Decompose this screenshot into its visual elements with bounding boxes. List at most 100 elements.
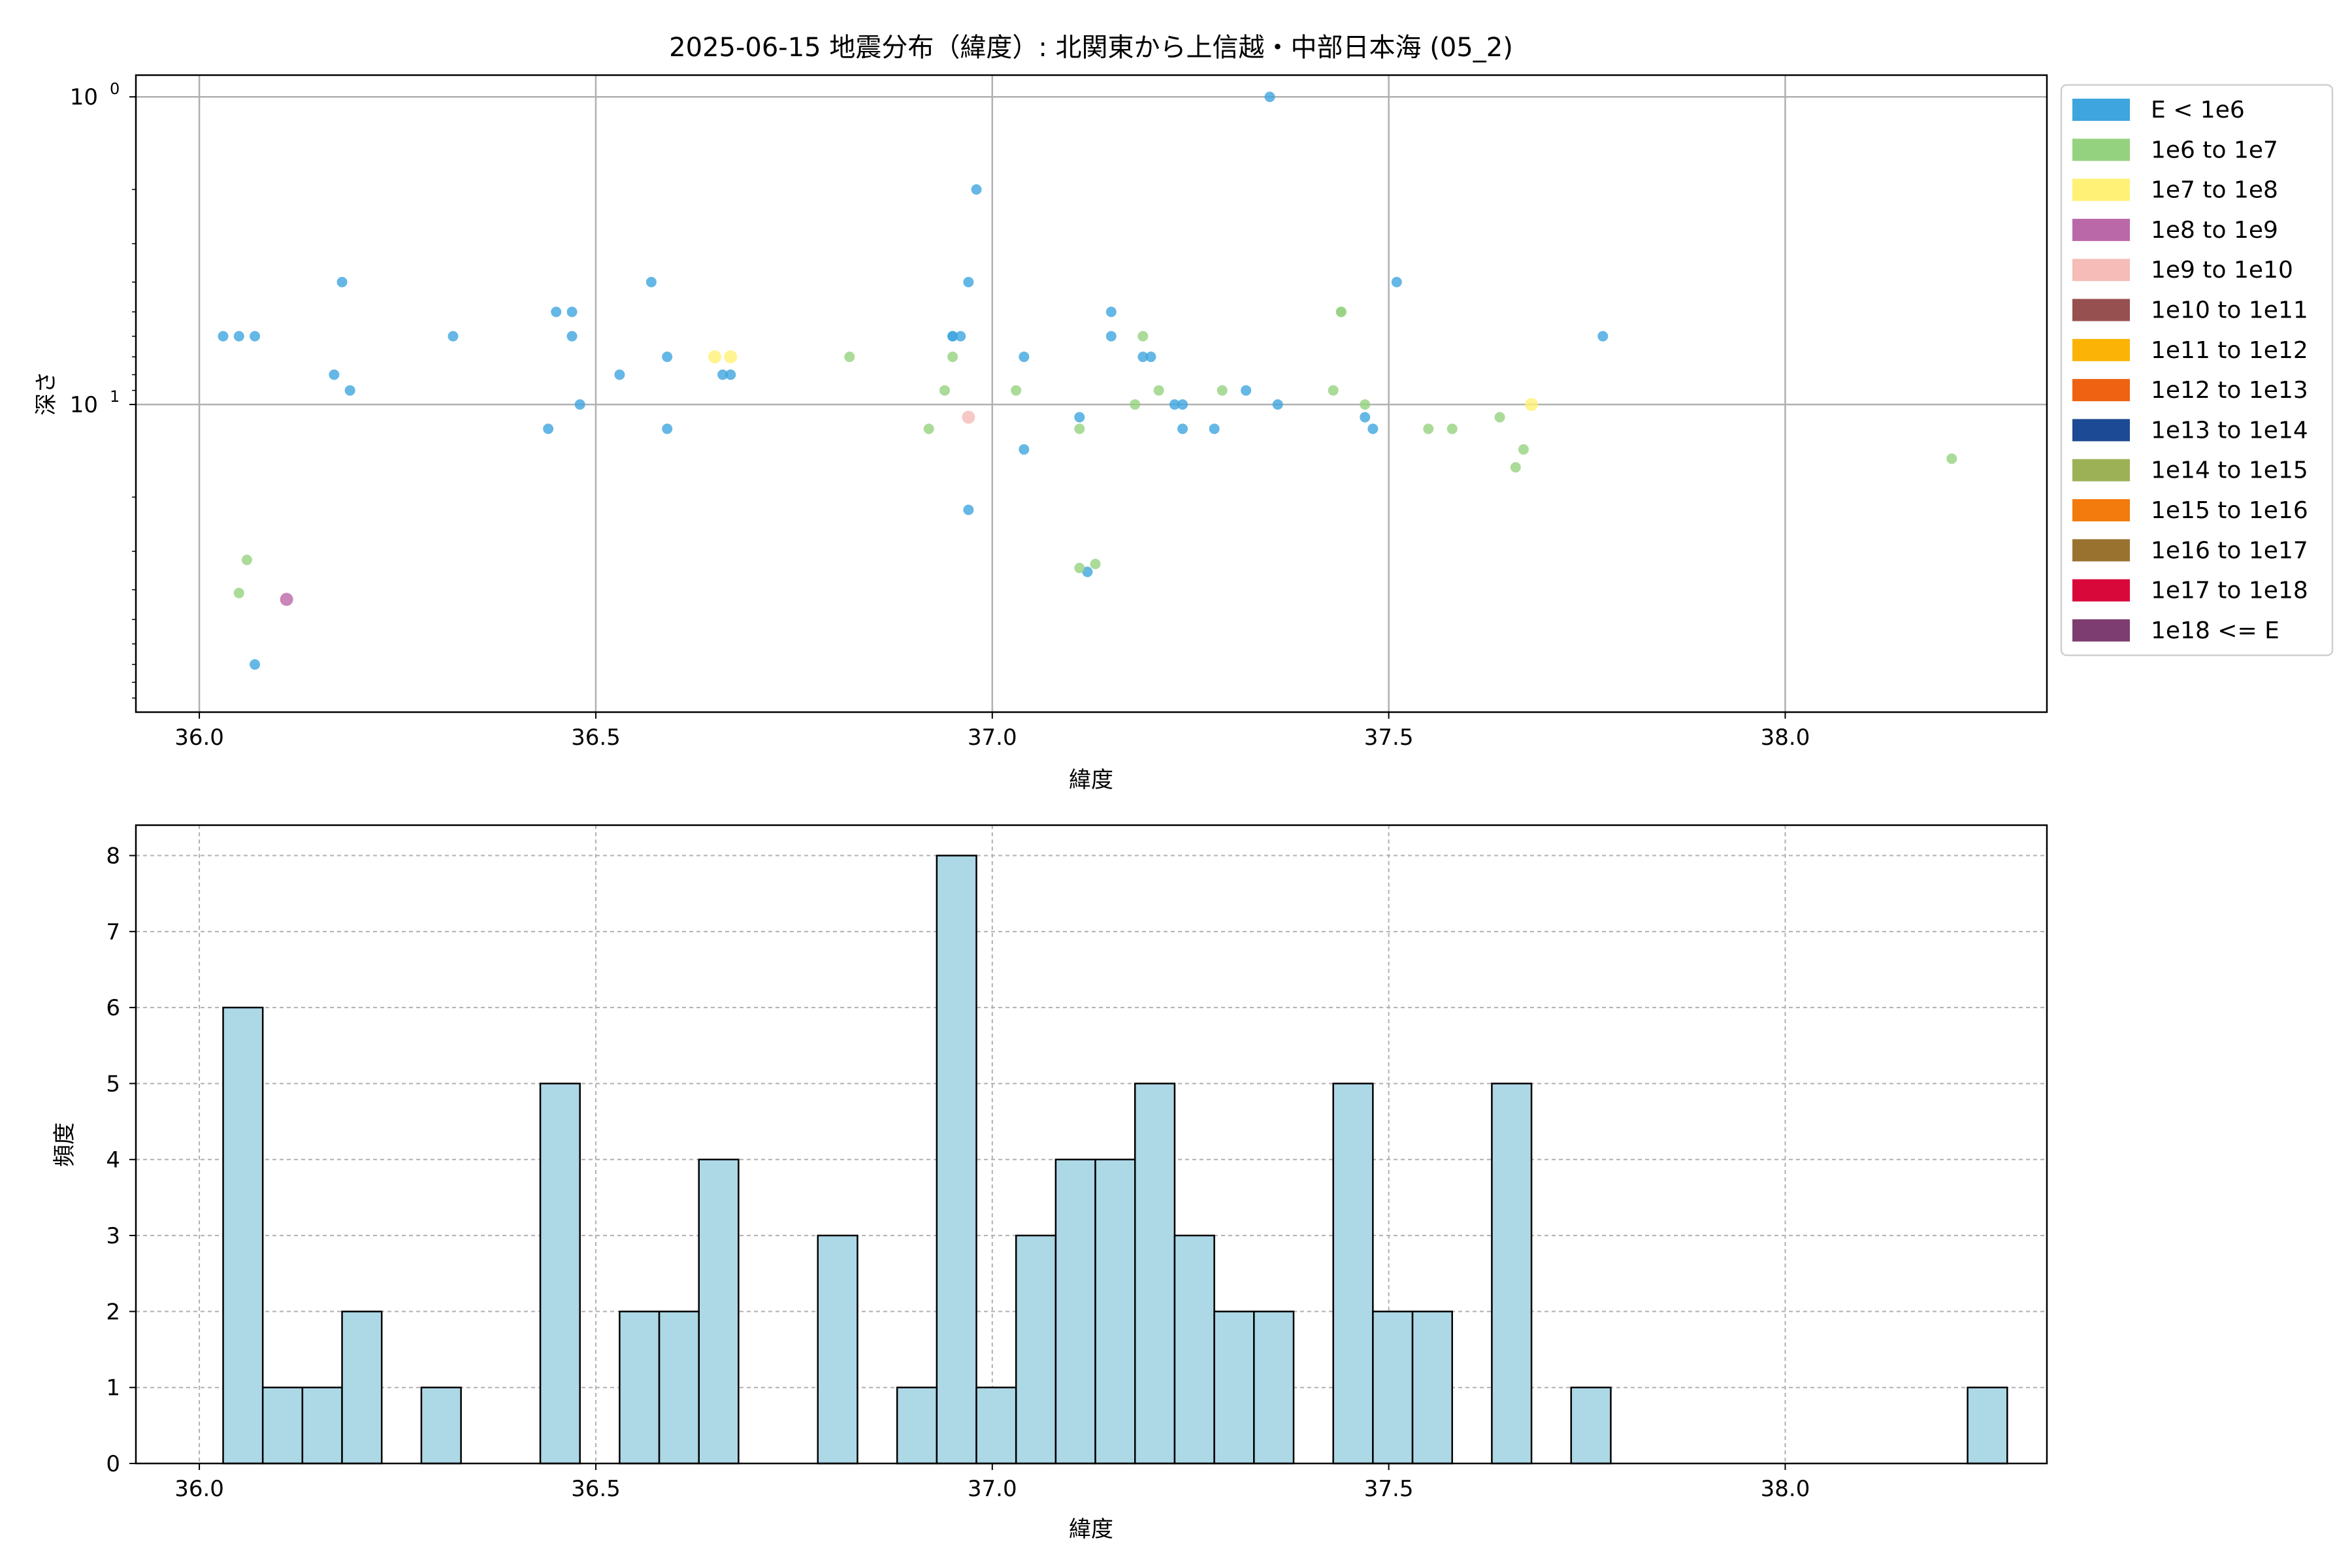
- legend-swatch: [2072, 99, 2130, 121]
- scatter-x-ticks: 36.0 36.5 37.0 37.5 38.0: [174, 712, 1810, 751]
- scatter-point: [1209, 423, 1220, 434]
- scatter-y-tick-exponent: 1: [110, 387, 120, 406]
- scatter-point: [336, 276, 348, 287]
- scatter-point: [1137, 351, 1149, 363]
- scatter-panel: 36.0 36.5 37.0 37.5 38.0 10 0 10 1 緯度 深さ: [33, 74, 2048, 793]
- scatter-x-tick-label: 36.5: [571, 725, 621, 751]
- histogram-bar: [936, 855, 977, 1465]
- scatter-point: [1518, 444, 1529, 455]
- legend-swatch: [2072, 419, 2130, 442]
- scatter-point: [662, 423, 673, 434]
- scatter-point: [1360, 399, 1371, 410]
- scatter-point: [551, 306, 562, 318]
- histogram-bar: [658, 1311, 700, 1465]
- legend-label: 1e16 to 1e17: [2151, 537, 2308, 564]
- scatter-point: [1011, 385, 1022, 396]
- scatter-point: [1130, 399, 1141, 410]
- histogram-bar: [539, 1083, 581, 1465]
- legend-label: 1e13 to 1e14: [2151, 417, 2308, 444]
- histogram-bar: [619, 1311, 661, 1465]
- scatter-point: [1423, 423, 1434, 434]
- scatter-points: [218, 91, 1957, 670]
- scatter-y-tick-base: 10: [70, 84, 98, 110]
- histogram-bar: [1491, 1083, 1533, 1465]
- scatter-point: [947, 331, 958, 342]
- legend-swatch: [2072, 379, 2130, 402]
- histogram-bar: [1134, 1083, 1176, 1465]
- scatter-point: [1177, 399, 1188, 410]
- scatter-point: [1597, 331, 1609, 342]
- legend-swatch: [2072, 178, 2130, 201]
- histogram-y-tick-label: 3: [106, 1223, 120, 1249]
- legend-swatch: [2072, 338, 2130, 361]
- scatter-point: [645, 276, 657, 287]
- scatter-point: [1241, 385, 1252, 396]
- scatter-point: [1217, 385, 1228, 396]
- legend-label: 1e17 to 1e18: [2151, 578, 2308, 604]
- scatter-point: [329, 369, 340, 380]
- scatter-point: [1510, 462, 1521, 473]
- histogram-y-tick-label: 6: [106, 995, 120, 1021]
- scatter-y-ticks: 10 0 10 1: [70, 80, 136, 699]
- scatter-point: [250, 331, 261, 342]
- legend-swatch: [2072, 539, 2130, 562]
- scatter-x-tick-label: 38.0: [1761, 725, 1810, 751]
- legend: E < 1e6 1e6 to 1e7 1e7 to 1e8 1e8 to 1e9 1e9…: [2060, 84, 2334, 657]
- scatter-point: [939, 385, 950, 396]
- scatter-point: [614, 369, 625, 380]
- legend-label: 1e7 to 1e8: [2151, 177, 2278, 204]
- scatter-point: [1169, 399, 1180, 410]
- legend-label: 1e12 to 1e13: [2151, 377, 2308, 404]
- legend-swatch: [2072, 459, 2130, 482]
- scatter-grid: [136, 75, 2047, 712]
- histogram-bar: [698, 1158, 740, 1465]
- scatter-point: [1082, 566, 1093, 578]
- legend-label: 1e11 to 1e12: [2151, 337, 2308, 364]
- scatter-point: [717, 369, 728, 380]
- legend-swatch: [2072, 218, 2130, 241]
- scatter-point: [566, 331, 578, 342]
- histogram-x-tick-label: 36.0: [174, 1476, 224, 1502]
- scatter-point: [1074, 563, 1085, 574]
- scatter-point: [566, 306, 578, 318]
- scatter-plot-frame: [135, 74, 2048, 713]
- legend-label: 1e14 to 1e15: [2151, 457, 2308, 484]
- scatter-point: [241, 554, 252, 565]
- scatter-point: [844, 351, 855, 363]
- scatter-point: [1105, 306, 1117, 318]
- histogram-bar: [301, 1386, 343, 1465]
- legend-swatch: [2072, 259, 2130, 282]
- histogram-bar: [1213, 1311, 1255, 1465]
- scatter-point: [1019, 444, 1030, 455]
- scatter-point: [1328, 385, 1339, 396]
- scatter-point: [1494, 412, 1505, 423]
- histogram-x-tick-label: 37.0: [968, 1476, 1017, 1502]
- scatter-x-tick-label: 37.5: [1364, 725, 1414, 751]
- scatter-point: [1074, 423, 1085, 434]
- histogram-x-tick-label: 37.5: [1364, 1476, 1414, 1502]
- scatter-point: [955, 331, 966, 342]
- legend-label: 1e8 to 1e9: [2151, 217, 2278, 244]
- legend-label: 1e15 to 1e16: [2151, 497, 2308, 524]
- scatter-point: [725, 369, 736, 380]
- scatter-point: [344, 385, 355, 396]
- legend-swatch: [2072, 579, 2130, 602]
- scatter-point: [1391, 276, 1402, 287]
- scatter-point: [233, 331, 244, 342]
- scatter-y-tick-label: 10 0: [70, 80, 120, 110]
- scatter-point: [962, 410, 975, 424]
- scatter-point: [947, 351, 958, 363]
- histogram-bar: [1411, 1311, 1453, 1465]
- legend-swatch: [2072, 619, 2130, 642]
- scatter-point: [574, 399, 585, 410]
- histogram-bar: [1173, 1234, 1215, 1465]
- scatter-y-tick-base: 10: [70, 392, 98, 418]
- histogram-y-tick-label: 8: [106, 843, 120, 870]
- histogram-plot-frame: [135, 824, 2048, 1465]
- scatter-point: [448, 331, 459, 342]
- histogram-bar: [1054, 1158, 1096, 1465]
- histogram-bar: [1015, 1234, 1057, 1465]
- histogram-bars: [222, 855, 2008, 1465]
- histogram-bar: [896, 1386, 938, 1465]
